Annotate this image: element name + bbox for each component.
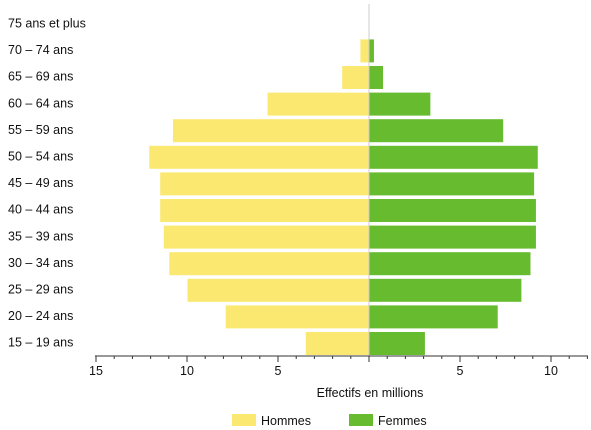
legend-label-hommes: Hommes — [261, 414, 311, 428]
bar-femmes-15-19-ans — [368, 331, 426, 356]
bar-hommes-25-29-ans — [186, 277, 370, 303]
bar-hommes-45-49-ans — [159, 171, 370, 197]
bar-hommes-70-74-ans — [359, 38, 370, 64]
x-tick-label-left-10: 10 — [180, 364, 194, 378]
category-label-15-19-ans: 15 – 19 ans — [8, 336, 73, 350]
bar-hommes-20-24-ans — [224, 304, 370, 330]
bar-femmes-40-44-ans — [368, 198, 537, 223]
category-label-70-74-ans: 70 – 74 ans — [8, 43, 73, 57]
category-labels: 75 ans et plus 70 – 74 ans 65 – 69 ans 60 –… — [8, 17, 86, 350]
bars-group — [148, 38, 539, 356]
bar-hommes-55-59-ans — [171, 118, 370, 144]
bar-femmes-30-34-ans — [368, 251, 532, 277]
bar-femmes-50-54-ans — [368, 144, 539, 170]
bar-femmes-25-29-ans — [368, 277, 523, 303]
category-label-65-69-ans: 65 – 69 ans — [8, 70, 73, 84]
legend-swatch-femmes — [349, 414, 373, 426]
bar-hommes-40-44-ans — [159, 198, 370, 223]
bar-hommes-15-19-ans — [304, 331, 370, 356]
legend-label-femmes: Femmes — [378, 414, 427, 428]
category-label-55-59-ans: 55 – 59 ans — [8, 123, 73, 137]
bar-femmes-35-39-ans — [368, 224, 537, 250]
category-label-20-24-ans: 20 – 24 ans — [8, 309, 73, 323]
category-label-50-54-ans: 50 – 54 ans — [8, 150, 73, 164]
bar-femmes-65-69-ans — [368, 65, 385, 90]
category-label-45-49-ans: 45 – 49 ans — [8, 176, 73, 190]
x-tick-label-left-5: 5 — [275, 364, 282, 378]
x-tick-label-right-10: 10 — [544, 364, 558, 378]
category-label-40-44-ans: 40 – 44 ans — [8, 203, 73, 217]
category-label-30-34-ans: 30 – 34 ans — [8, 256, 73, 270]
category-label-35-39-ans: 35 – 39 ans — [8, 229, 73, 243]
bar-hommes-50-54-ans — [148, 144, 370, 170]
bar-femmes-45-49-ans — [368, 171, 536, 197]
legend-swatch-hommes — [232, 414, 256, 426]
x-axis-label: Effectifs en millions — [317, 386, 424, 400]
bar-femmes-70-74-ans — [368, 38, 375, 64]
category-label-25-29-ans: 25 – 29 ans — [8, 283, 73, 297]
legend: Hommes Femmes — [232, 414, 427, 428]
category-label-60-64-ans: 60 – 64 ans — [8, 96, 73, 110]
x-tick-label-right-5: 5 — [457, 364, 464, 378]
x-tick-label-left-15: 15 — [89, 364, 103, 378]
x-axis: 15 10 5 5 10 — [89, 355, 588, 378]
bar-hommes-65-69-ans — [341, 65, 370, 90]
bar-femmes-55-59-ans — [368, 118, 505, 144]
bar-hommes-30-34-ans — [168, 251, 370, 277]
category-label-75-ans-et-plus: 75 ans et plus — [8, 17, 86, 31]
bar-hommes-35-39-ans — [162, 224, 370, 250]
bar-femmes-20-24-ans — [368, 304, 499, 330]
bar-femmes-60-64-ans — [368, 91, 432, 117]
bar-hommes-60-64-ans — [266, 91, 370, 117]
